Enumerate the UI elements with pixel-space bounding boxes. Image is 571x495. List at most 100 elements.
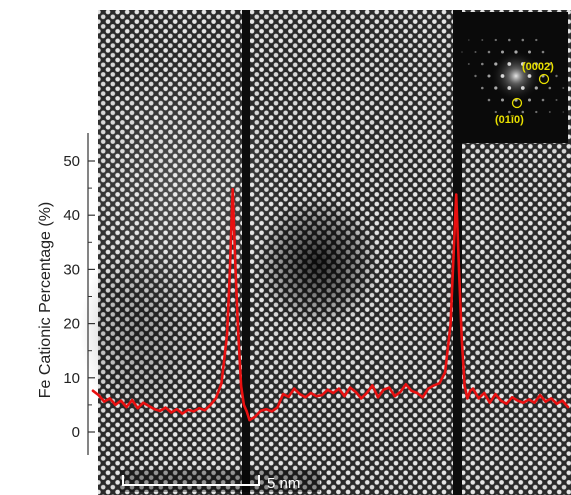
data-point	[220, 382, 223, 385]
data-point	[499, 399, 503, 402]
data-point	[214, 397, 218, 400]
data-point	[388, 386, 391, 389]
data-point	[186, 408, 190, 411]
fft-spot	[487, 50, 491, 54]
data-point	[466, 397, 469, 400]
data-point	[142, 401, 145, 404]
y-tick-label: 20	[63, 316, 80, 333]
data-point	[164, 406, 167, 409]
data-point	[170, 411, 173, 414]
data-point	[130, 398, 134, 402]
data-point	[404, 383, 408, 386]
data-point	[108, 397, 112, 400]
data-point	[175, 408, 178, 411]
y-tick-label: 50	[63, 153, 80, 170]
fft-spot	[487, 98, 491, 102]
data-point	[561, 399, 564, 402]
fft-spot	[494, 110, 497, 114]
data-point	[103, 400, 106, 403]
data-point	[354, 390, 357, 394]
data-point	[460, 338, 463, 342]
inversion-domain-boundary-1	[242, 10, 250, 495]
data-point	[203, 409, 206, 412]
fft-spot	[527, 74, 532, 78]
fft-spot	[467, 63, 470, 65]
fft-spot	[481, 86, 484, 90]
data-point	[443, 371, 447, 374]
dark-contrast-patch-left	[80, 240, 200, 420]
dark-contrast-patch	[256, 196, 380, 328]
scale-bar-backing	[120, 470, 320, 492]
fft-spot	[534, 86, 538, 90]
fft-marker-0002	[538, 73, 550, 85]
data-point	[463, 384, 466, 388]
data-point	[231, 188, 234, 191]
y-tick-label: 10	[63, 370, 80, 387]
fft-spot	[474, 50, 477, 54]
data-point	[457, 268, 461, 271]
data-point	[309, 391, 313, 395]
plot-area	[91, 187, 570, 422]
fft-spot	[555, 74, 558, 78]
fft-spot	[494, 86, 498, 90]
data-point	[483, 391, 486, 395]
data-point	[320, 393, 324, 397]
fft-spot	[541, 50, 545, 54]
data-point	[399, 390, 402, 394]
fft-spot	[500, 74, 505, 78]
data-point	[239, 384, 243, 388]
data-point	[315, 395, 318, 398]
data-point	[343, 395, 346, 398]
data-point	[505, 402, 508, 405]
y-tick-label: 0	[72, 424, 80, 441]
fft-spot	[481, 62, 484, 66]
fft-spot	[474, 74, 477, 78]
y-axis: 0 10 20 30 40 50 Fe Cationic Percentage (%)	[37, 133, 95, 455]
data-point	[550, 397, 553, 400]
data-point	[114, 403, 117, 407]
fft-spot	[500, 98, 505, 102]
data-point	[125, 405, 128, 409]
data-point	[287, 395, 290, 398]
fft-spot	[508, 38, 511, 42]
fft-inset: (0002) (01ī0)	[455, 12, 568, 143]
fft-label-01-10: (01ī0)	[495, 114, 524, 126]
data-point	[97, 393, 100, 397]
data-point	[471, 387, 475, 390]
data-point	[209, 403, 212, 407]
data-point	[281, 392, 285, 396]
data-point	[371, 384, 374, 387]
data-point	[477, 397, 480, 400]
data-point	[276, 406, 279, 409]
fft-spot	[535, 38, 538, 42]
data-point	[438, 382, 441, 385]
data-point	[427, 387, 430, 390]
fft-spot	[487, 74, 491, 78]
fft-spot	[508, 110, 511, 114]
data-point	[326, 388, 329, 391]
data-point	[225, 333, 229, 336]
data-point	[147, 404, 151, 408]
fft-spot	[527, 50, 532, 54]
fft-spot	[461, 51, 463, 53]
fft-spot	[548, 111, 551, 113]
fft-spot	[520, 62, 525, 66]
fft-spot	[481, 39, 484, 41]
fft-spot	[555, 98, 558, 102]
data-point	[228, 268, 232, 271]
y-axis-label: Fe Cationic Percentage (%)	[37, 202, 54, 399]
data-point	[516, 399, 519, 402]
fft-spots	[461, 38, 565, 114]
data-point	[455, 193, 458, 196]
data-point	[393, 395, 396, 398]
data-point	[452, 257, 455, 260]
data-point	[566, 405, 570, 409]
data-point	[382, 388, 385, 391]
data-point	[449, 322, 452, 325]
data-point	[298, 392, 301, 396]
data-point	[245, 410, 248, 413]
data-point	[365, 391, 368, 395]
scale-bar: 5 nm	[120, 470, 320, 492]
fft-spot	[521, 110, 525, 114]
data-point	[293, 387, 296, 390]
